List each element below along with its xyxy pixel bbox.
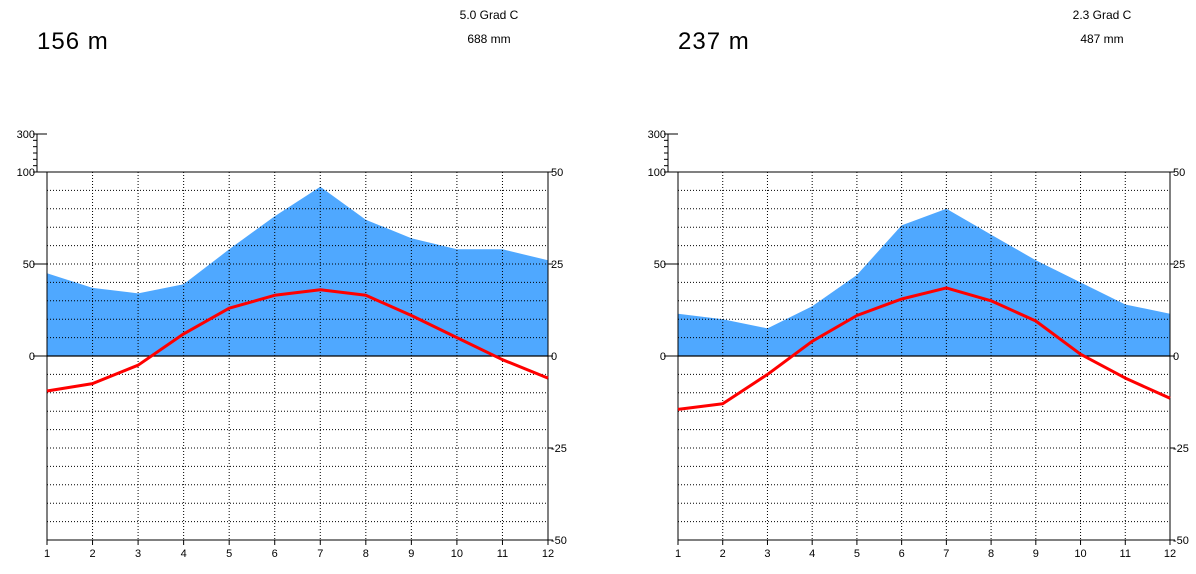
x-axis-tick-label: 5 <box>226 548 232 560</box>
left-axis-tick-label: 100 <box>17 167 35 179</box>
left-axis-tick-label: 300 <box>648 129 666 141</box>
left-axis-tick-label: 0 <box>29 351 35 363</box>
x-axis-tick-label: 6 <box>272 548 278 560</box>
right-axis-tick-label: 25 <box>1173 259 1185 271</box>
x-axis-tick-label: 1 <box>44 548 50 560</box>
x-axis-tick-label: 1 <box>675 548 681 560</box>
left-axis-tick-label: 50 <box>654 259 666 271</box>
x-axis-tick-label: 3 <box>135 548 141 560</box>
right-axis-tick-label: 50 <box>551 167 563 179</box>
x-axis-tick-label: 9 <box>1033 548 1039 560</box>
right-axis-tick-label: 50 <box>1173 167 1185 179</box>
x-axis-tick-label: 6 <box>899 548 905 560</box>
left-axis-tick-label: 50 <box>23 259 35 271</box>
climate-chart-right: 237 m 2.3 Grad C 487 mm 300 100 50 0 50 25 0 -2… <box>598 0 1196 574</box>
x-axis-tick-label: 4 <box>181 548 187 560</box>
x-axis-tick-label: 5 <box>854 548 860 560</box>
x-axis-tick-label: 11 <box>1120 548 1131 560</box>
x-axis-tick-label: 11 <box>497 548 508 560</box>
x-axis-tick-label: 7 <box>317 548 323 560</box>
right-axis-tick-label: -50 <box>1173 535 1189 547</box>
x-axis-tick-label: 12 <box>1164 548 1176 560</box>
elevation-label: 156 m <box>37 28 109 55</box>
annual-precipitation-label: 487 mm <box>1080 32 1124 46</box>
x-axis-tick-label: 7 <box>943 548 949 560</box>
left-axis-tick-label: 100 <box>648 167 666 179</box>
temperature-line <box>46 288 549 393</box>
left-axis-tick-label: 0 <box>660 351 666 363</box>
x-axis-tick-label: 8 <box>363 548 369 560</box>
right-axis-tick-label: -25 <box>1173 443 1189 455</box>
x-axis-tick-label: 9 <box>408 548 414 560</box>
x-axis-tick-label: 12 <box>542 548 554 560</box>
mean-temperature-label: 5.0 Grad C <box>459 8 519 22</box>
precipitation-area <box>47 186 548 356</box>
x-axis-tick-label: 10 <box>1074 548 1086 560</box>
temperature-line <box>677 286 1171 411</box>
right-axis-tick-label: -50 <box>551 535 567 547</box>
elevation-label: 237 m <box>678 28 750 55</box>
climate-chart-left: 156 m 5.0 Grad C 688 mm 300 100 50 0 50 25 0 -2… <box>17 8 567 560</box>
x-axis-tick-label: 10 <box>451 548 463 560</box>
x-axis-tick-label: 4 <box>809 548 815 560</box>
right-axis-tick-label: 25 <box>551 259 563 271</box>
mean-temperature-label: 2.3 Grad C <box>1072 8 1132 22</box>
x-axis-tick-label: 3 <box>764 548 770 560</box>
right-axis-tick-label: 0 <box>551 351 557 363</box>
x-axis-tick-label: 2 <box>720 548 726 560</box>
x-axis-tick-label: 2 <box>89 548 95 560</box>
right-axis-tick-label: -25 <box>551 443 567 455</box>
left-axis-tick-label: 300 <box>17 129 35 141</box>
right-axis-tick-label: 0 <box>1173 351 1179 363</box>
annual-precipitation-label: 688 mm <box>467 32 511 46</box>
x-axis-tick-label: 8 <box>988 548 994 560</box>
